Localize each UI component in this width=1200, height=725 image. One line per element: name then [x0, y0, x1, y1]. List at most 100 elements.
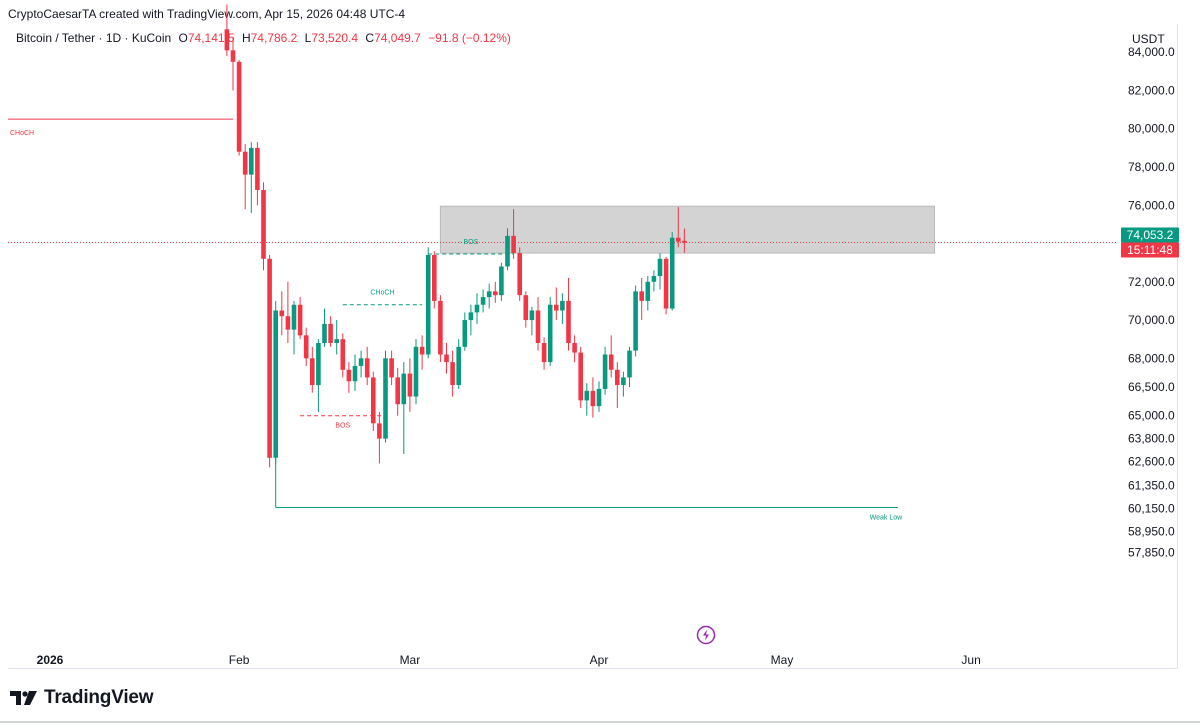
candle [572, 335, 577, 363]
candle [560, 293, 565, 324]
price-tick-label: 72,000.0 [1128, 275, 1175, 289]
currency-label[interactable]: USDT [1132, 32, 1165, 46]
candle [608, 335, 614, 378]
candle-body [499, 266, 504, 296]
candle [407, 358, 413, 412]
candle [291, 300, 297, 355]
candle [590, 377, 596, 418]
replay-icon[interactable] [696, 625, 716, 650]
symbol-name[interactable]: Bitcoin / Tether · 1D · KuCoin [16, 31, 171, 45]
low-label: L [305, 31, 312, 45]
candle [493, 281, 498, 303]
candle [328, 316, 333, 347]
weak-low-level-4-label: Weak Low [870, 515, 903, 522]
candle [255, 142, 260, 206]
tradingview-logo[interactable]: TradingView [10, 687, 154, 709]
candle-body [657, 258, 663, 277]
candle-body [541, 342, 547, 363]
candle-body [291, 304, 297, 330]
candle [322, 308, 327, 347]
candle-body [560, 300, 565, 311]
candle-body [303, 335, 309, 359]
candle [633, 285, 638, 357]
candle [450, 350, 455, 397]
candle-body [371, 377, 376, 424]
candle-body [676, 237, 681, 242]
price-tick-label: 80,000.0 [1128, 122, 1175, 136]
candle [346, 362, 352, 393]
candle [334, 320, 339, 355]
time-tick-label: Mar [400, 653, 421, 667]
candles [224, 4, 687, 468]
candle [438, 295, 443, 363]
candle-body [401, 373, 407, 405]
chart-header: CryptoCaesarTA created with TradingView.… [8, 7, 406, 21]
candle-body [230, 50, 236, 62]
candle [425, 247, 431, 359]
candle-body [523, 295, 529, 321]
candle [639, 277, 644, 321]
candle-body [663, 258, 669, 309]
candle-body [352, 365, 358, 382]
candle [249, 142, 254, 213]
candle [279, 291, 285, 336]
candle-body [249, 147, 254, 175]
candle [535, 297, 541, 351]
candle [615, 362, 620, 409]
close-label: C [365, 31, 374, 45]
candle-body [395, 377, 400, 405]
plot-area: CHoCH CHoCH BOS BOS Weak Low [8, 4, 1118, 522]
candle-body [328, 323, 333, 343]
price-tick-label: 57,850.0 [1128, 545, 1175, 559]
candle-body [407, 373, 413, 397]
candle-body [425, 255, 431, 355]
change-value: −91.8 (−0.12%) [428, 31, 511, 45]
candle [663, 256, 669, 315]
candle [468, 304, 474, 336]
candle [377, 411, 382, 464]
high-value: 74,786.2 [251, 31, 298, 45]
candle-body [316, 342, 321, 386]
candle [371, 371, 376, 431]
candle [499, 262, 504, 301]
candle-body [608, 354, 614, 370]
candle-body [669, 237, 675, 309]
bottom-divider [0, 721, 1200, 723]
candle [242, 144, 248, 210]
candle-body [242, 151, 248, 175]
price-tick-label: 61,350.0 [1128, 479, 1175, 493]
candle [486, 283, 492, 309]
candle [602, 346, 608, 395]
candle-body [480, 297, 486, 305]
candle [444, 342, 449, 374]
countdown-value: 15:11:48 [1127, 243, 1173, 257]
candle-body [438, 300, 443, 355]
chart-pane[interactable] [8, 24, 1178, 669]
low-value: 73,520.4 [311, 31, 358, 45]
candle [657, 253, 663, 290]
close-value: 74,049.7 [374, 31, 421, 45]
bos-level-2-label: BOS [335, 423, 350, 430]
candle [621, 371, 626, 397]
candle [547, 297, 553, 366]
open-value: 74,141.5 [188, 31, 235, 45]
time-tick-label: Apr [590, 653, 609, 667]
candle [651, 270, 657, 292]
time-tick-label: May [771, 653, 794, 667]
candle [297, 297, 303, 340]
candle [645, 276, 651, 311]
candle [303, 327, 309, 366]
candle [517, 247, 522, 301]
symbol-legend: Bitcoin / Tether · 1D · KuCoin O74,141.5… [16, 31, 511, 45]
candle [505, 228, 510, 271]
candle-body [517, 253, 522, 296]
candle [413, 339, 419, 405]
candle-body [645, 281, 651, 301]
candle [383, 350, 388, 443]
candle-body [535, 310, 541, 343]
choch-level-0-label: CHoCH [10, 130, 34, 137]
candle-body [358, 358, 364, 366]
candle [401, 362, 407, 454]
candle-body [267, 258, 272, 458]
